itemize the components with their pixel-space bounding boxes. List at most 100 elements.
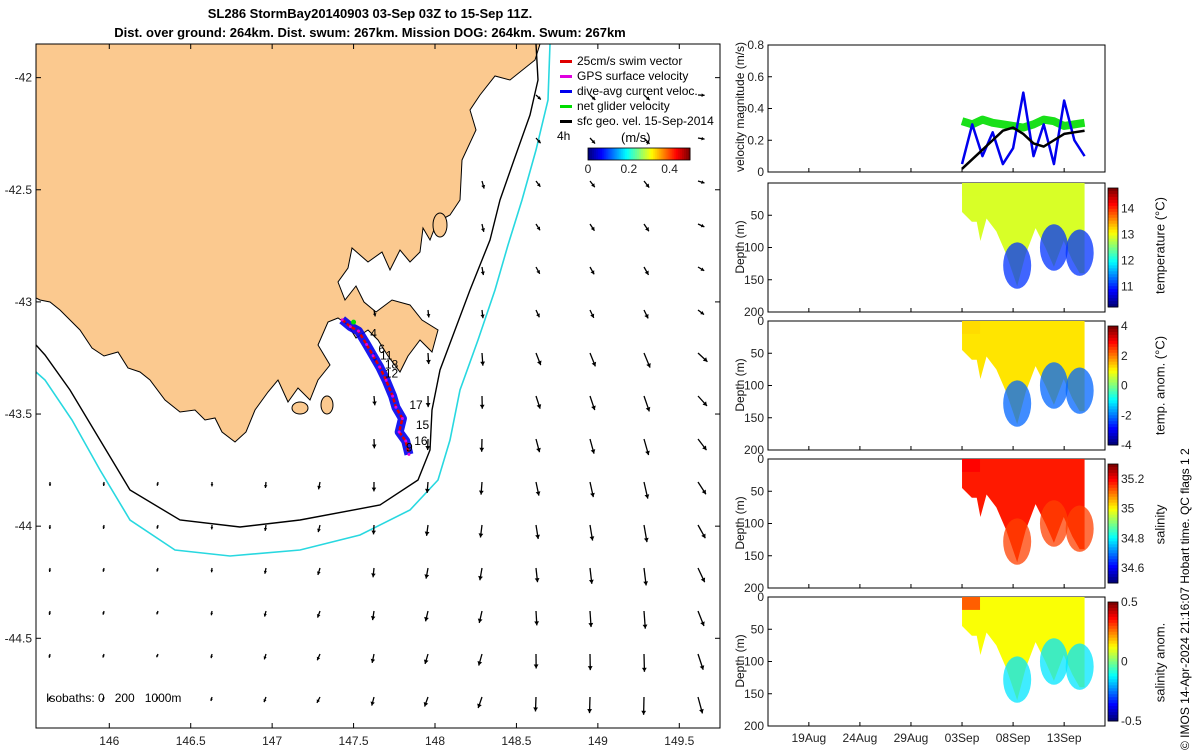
speed-colorbar-cell bbox=[626, 148, 630, 160]
speed-colorbar-cell bbox=[598, 148, 601, 160]
speed-colorbar-cell bbox=[630, 148, 634, 160]
isobaths-label: Isobaths: 0 200 1000m bbox=[46, 691, 182, 705]
velocity-arrow bbox=[316, 653, 321, 661]
velocity-arrow bbox=[535, 180, 541, 188]
gps-surface-point bbox=[397, 430, 401, 434]
velocity-arrow bbox=[372, 395, 377, 406]
tasmania-land bbox=[36, 44, 541, 443]
velocity-arrow bbox=[697, 524, 706, 539]
legend-label: dive-avg current veloc. bbox=[577, 84, 698, 98]
velocity-arrow bbox=[48, 524, 52, 530]
velocity-arrow bbox=[263, 653, 267, 660]
velocity-arrow bbox=[481, 223, 486, 233]
gps-surface-point bbox=[340, 318, 344, 322]
velocity-arrow bbox=[697, 136, 705, 141]
velocity-arrow bbox=[643, 94, 651, 101]
velocity-arrow bbox=[317, 567, 321, 576]
speed-colorbar-cell bbox=[588, 148, 591, 160]
velocity-arrow bbox=[589, 180, 596, 188]
speed-colorbar-cell bbox=[679, 148, 683, 160]
speed-colorbar-cell bbox=[667, 148, 671, 160]
speed-colorbar-cell bbox=[659, 148, 662, 160]
velocity-arrow bbox=[589, 94, 596, 101]
velocity-arrow bbox=[264, 481, 268, 489]
speed-colorbar-cell bbox=[618, 148, 622, 160]
speed-colorbar-cell bbox=[647, 148, 650, 160]
velocity-ylabel: velocity magnitude (m/s) bbox=[733, 41, 747, 172]
speed-colorbar-cell bbox=[610, 148, 613, 160]
velocity-arrow bbox=[697, 567, 706, 583]
gps-surface-point bbox=[384, 378, 388, 382]
velocity-arrow bbox=[587, 653, 593, 671]
velocity-arrow bbox=[102, 567, 105, 572]
velocity-arrow bbox=[210, 524, 214, 530]
velocity-arrow bbox=[477, 610, 483, 624]
velocity-arrow bbox=[643, 137, 650, 145]
velocity-arrow bbox=[210, 567, 214, 573]
speed-colorbar-cell bbox=[673, 148, 677, 160]
velocity-arrow bbox=[643, 266, 650, 276]
legend-swatch bbox=[560, 120, 572, 123]
velocity-arrow bbox=[423, 696, 429, 707]
velocity-arrow bbox=[263, 524, 268, 531]
speed-colorbar-tick: 0.2 bbox=[620, 162, 637, 176]
velocity-arrow bbox=[643, 567, 649, 586]
speed-colorbar-cell bbox=[632, 148, 636, 160]
speed-colorbar-cell bbox=[614, 148, 618, 160]
velocity-arrow bbox=[589, 352, 597, 367]
speed-colorbar-frame bbox=[587, 147, 691, 161]
velocity-arrow bbox=[316, 610, 321, 618]
velocity-arrow bbox=[535, 94, 542, 101]
track-label: 4 bbox=[370, 326, 377, 340]
legend-label: sfc geo. vel. 15-Sep-2014 bbox=[577, 114, 714, 128]
velocity-arrow bbox=[589, 223, 596, 232]
velocity-arrow bbox=[697, 352, 708, 363]
speed-colorbar-label: (m/s) bbox=[621, 130, 651, 145]
gps-surface-point bbox=[404, 439, 408, 443]
speed-colorbar-cell bbox=[643, 148, 646, 160]
speed-colorbar-cell bbox=[592, 148, 595, 160]
gps-surface-point bbox=[365, 343, 369, 347]
lat-tick-label: -44 bbox=[15, 519, 33, 533]
velocity-arrow bbox=[479, 438, 485, 452]
track-label: 15 bbox=[416, 418, 430, 432]
gps-surface-point bbox=[356, 329, 360, 333]
velocity-arrow bbox=[533, 696, 539, 712]
velocity-arrow bbox=[370, 653, 376, 664]
gps-surface-point bbox=[348, 325, 352, 329]
velocity-arrow bbox=[589, 395, 596, 411]
velocity-arrow bbox=[316, 696, 321, 704]
velocity-arrow bbox=[697, 309, 705, 316]
legend-swatch bbox=[560, 75, 572, 78]
velocity-arrow bbox=[210, 610, 214, 616]
velocity-arrow bbox=[372, 309, 377, 317]
salinity-anom-cblabel: salinity anom. bbox=[1152, 622, 1168, 703]
lat-tick-label: -43 bbox=[15, 295, 33, 309]
velocity-arrow bbox=[477, 653, 483, 666]
velocity-arrow bbox=[371, 567, 376, 578]
velocity-arrow bbox=[697, 610, 705, 627]
salinity-anom-ylabel: Depth (m) bbox=[733, 634, 747, 688]
speed-colorbar-cell bbox=[671, 148, 675, 160]
speed-colorbar-cell bbox=[655, 148, 658, 160]
velocity-arrow bbox=[643, 352, 651, 368]
speed-colorbar-tick: 0.4 bbox=[661, 162, 678, 176]
velocity-arrow bbox=[588, 610, 594, 628]
speed-colorbar-cell bbox=[641, 148, 644, 160]
velocity-arrow bbox=[697, 223, 705, 228]
legend-label: net glider velocity bbox=[577, 99, 670, 113]
velocity-arrow bbox=[210, 481, 214, 487]
velocity-arrow bbox=[102, 481, 106, 487]
velocity-arrow bbox=[478, 524, 484, 538]
speed-colorbar-cell bbox=[639, 148, 642, 160]
gps-surface-point bbox=[394, 405, 398, 409]
velocity-arrow bbox=[210, 696, 213, 702]
temperature-ylabel: Depth (m) bbox=[733, 220, 747, 274]
net-glider-velocity-marker bbox=[351, 319, 357, 325]
gps-surface-point bbox=[371, 354, 375, 358]
velocity-arrow bbox=[317, 524, 321, 533]
velocity-arrow bbox=[697, 653, 705, 670]
lat-tick-label: -42.5 bbox=[5, 183, 33, 197]
